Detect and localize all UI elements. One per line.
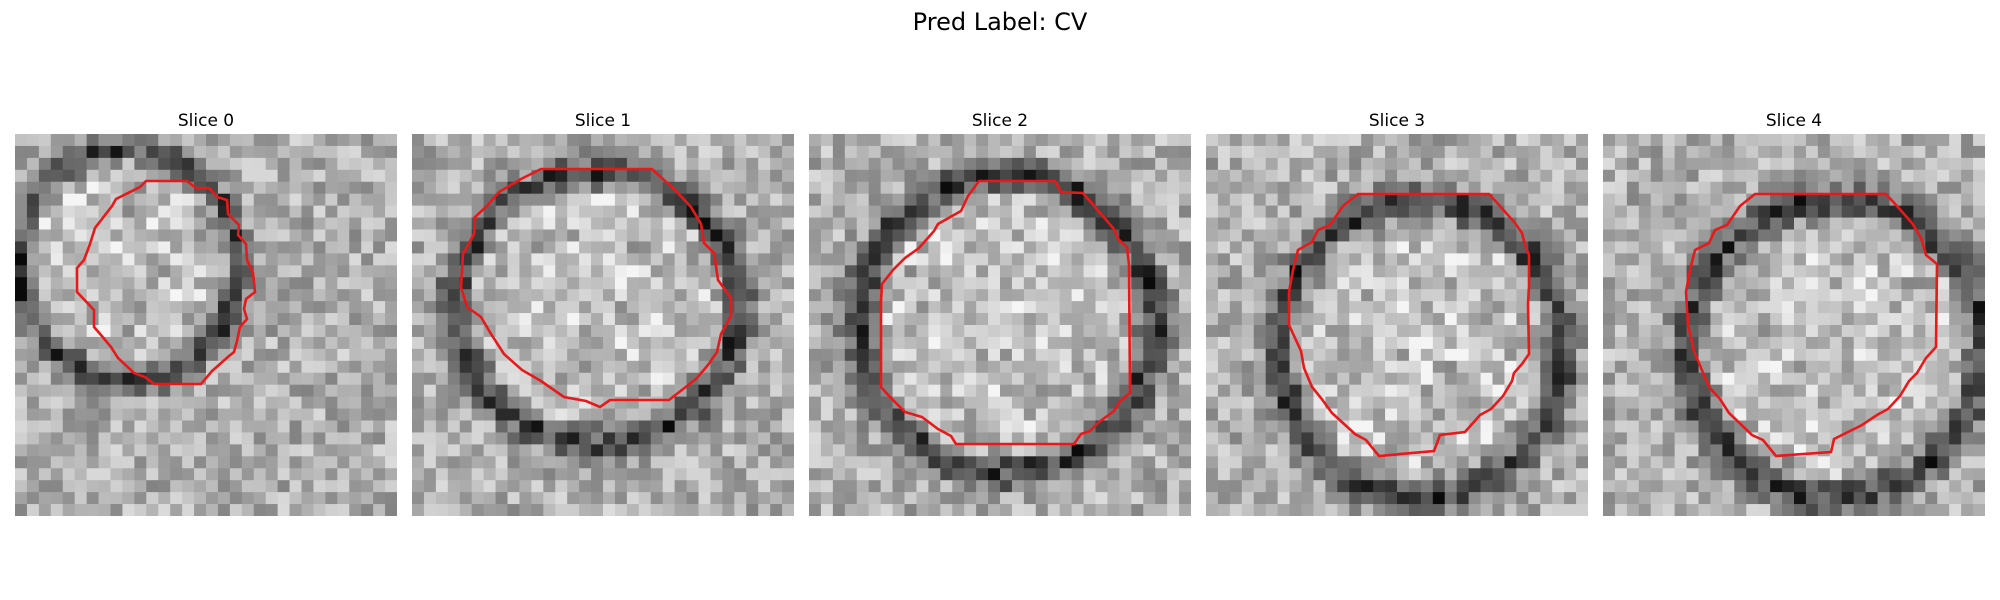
segmentation-contour: [75, 179, 257, 386]
slice-title: Slice 1: [574, 111, 632, 131]
segmentation-contour: [459, 167, 733, 409]
slice-panel-2: Slice 2: [809, 108, 1191, 516]
pixel-grid: [1603, 134, 1985, 516]
slice-image: [412, 134, 794, 516]
slice-panel-1: Slice 1: [412, 108, 794, 516]
slice-image: [15, 134, 397, 516]
slice-image: [1603, 134, 1985, 516]
slice-image: [809, 134, 1191, 516]
slice-title: Slice 4: [1765, 111, 1823, 131]
slice-title: Slice 2: [971, 111, 1029, 131]
segmentation-contour: [1684, 192, 1939, 458]
figure-title: Pred Label: CV: [912, 8, 1088, 36]
slice-panel-3: Slice 3: [1206, 108, 1588, 516]
slice-title: Slice 0: [177, 111, 235, 131]
pixel-grid: [412, 134, 794, 516]
segmentation-contour: [1287, 192, 1531, 458]
slice-image: [1206, 134, 1588, 516]
pixel-grid: [809, 134, 1191, 516]
pixel-grid: [15, 134, 397, 516]
segmentation-contour: [879, 179, 1132, 446]
pixel-grid: [1206, 134, 1588, 516]
slice-title: Slice 3: [1368, 111, 1426, 131]
slice-panel-4: Slice 4: [1603, 108, 1985, 516]
slice-panel-0: Slice 0: [15, 108, 397, 516]
